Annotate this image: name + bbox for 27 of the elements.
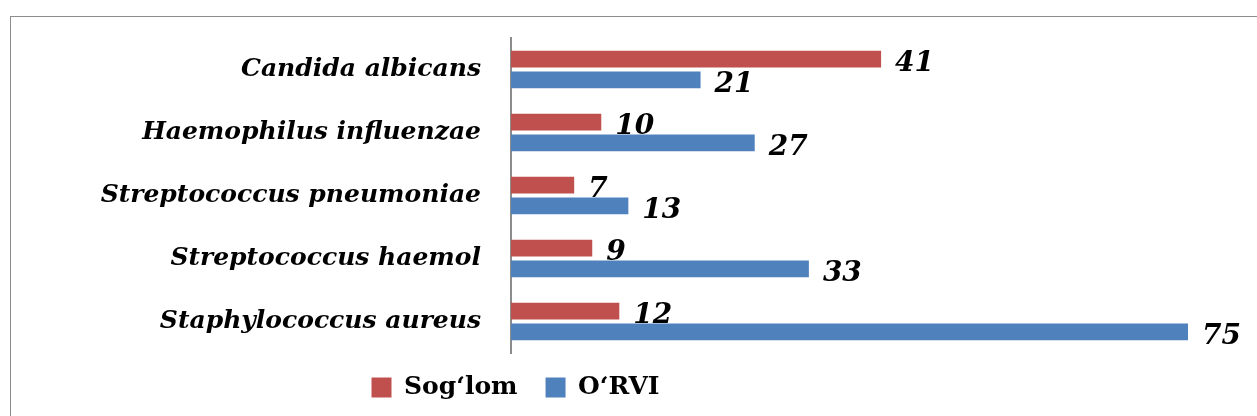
bar bbox=[511, 134, 755, 152]
data-label: 12 bbox=[633, 297, 673, 331]
y-tick-label: Candida albicans bbox=[241, 53, 481, 82]
bar bbox=[511, 260, 809, 278]
bar bbox=[511, 176, 575, 194]
data-label: 10 bbox=[615, 108, 655, 142]
data-label: 21 bbox=[713, 66, 754, 100]
data-label: 33 bbox=[822, 255, 862, 289]
legend-label: O‘RVI bbox=[578, 371, 660, 400]
data-label: 75 bbox=[1202, 318, 1241, 352]
data-label: 27 bbox=[767, 129, 809, 163]
bar bbox=[511, 113, 602, 131]
y-tick-label: Haemophilus influenzae bbox=[141, 116, 481, 145]
bar bbox=[511, 302, 620, 320]
data-label: 41 bbox=[895, 45, 935, 79]
bar bbox=[511, 197, 629, 215]
bar bbox=[511, 239, 593, 257]
y-tick-label: Staphylococcus aureus bbox=[159, 305, 481, 334]
bar bbox=[511, 50, 882, 68]
bar bbox=[511, 71, 701, 89]
legend-label: Sog‘lom bbox=[404, 371, 518, 400]
data-label: 7 bbox=[588, 171, 609, 205]
data-label: 9 bbox=[606, 234, 626, 268]
bar bbox=[511, 323, 1188, 341]
data-label: 13 bbox=[642, 192, 682, 226]
y-tick-label: Streptococcus pneumoniae bbox=[100, 179, 481, 208]
y-tick-label: Streptococcus haemol bbox=[170, 242, 481, 271]
